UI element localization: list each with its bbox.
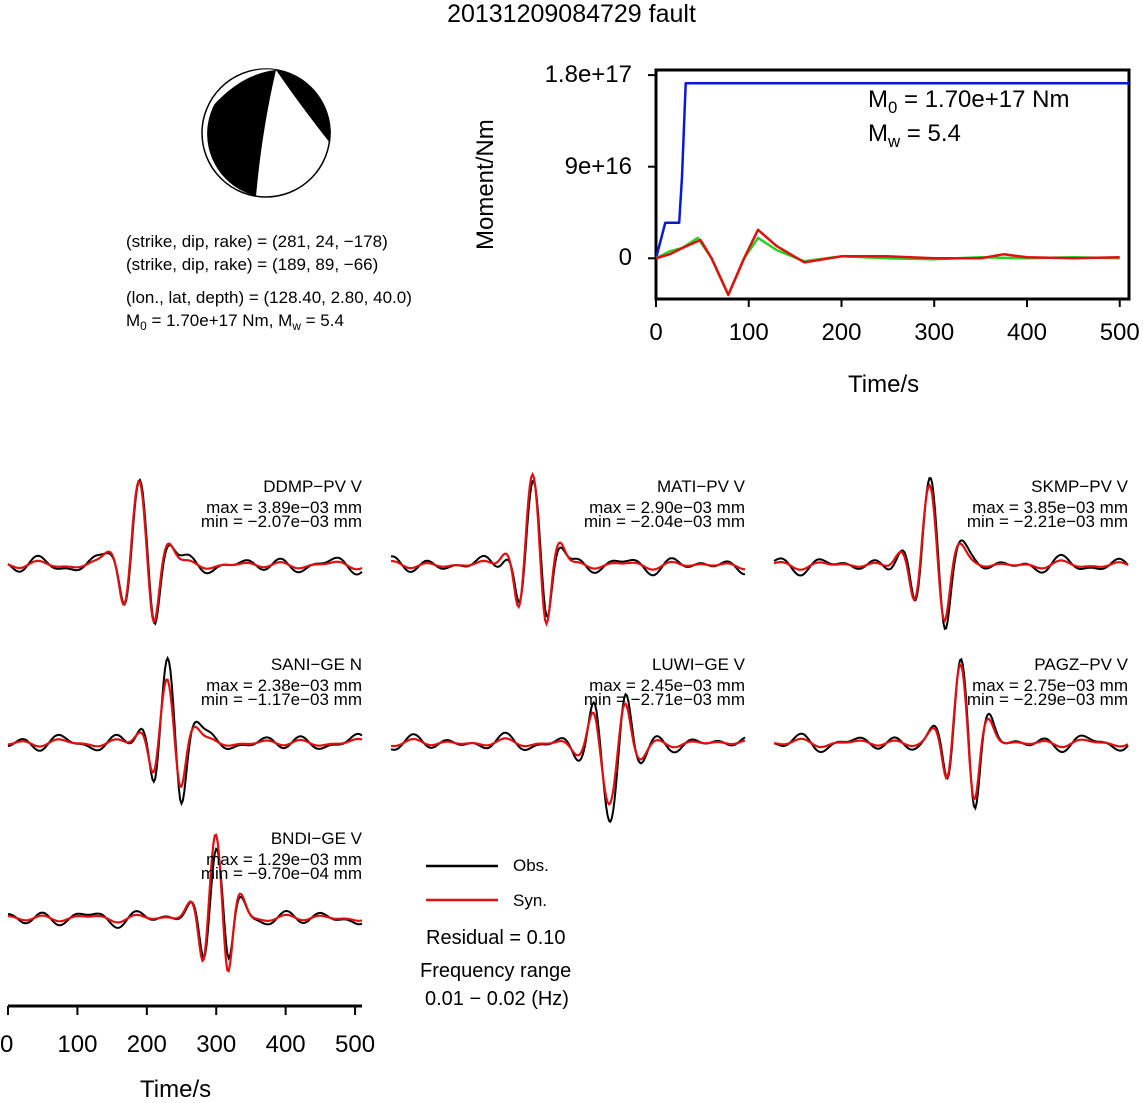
synthetic-trace (7, 479, 363, 625)
observed-trace (7, 655, 363, 807)
focal-mechanism-beachball (201, 68, 331, 198)
station-min: min = −2.04e−03 mm (583, 512, 745, 531)
legend-syn-label: Syn. (513, 891, 548, 910)
moment-ylabel: Moment/Nm (472, 119, 499, 250)
moment-xtick-label: 100 (728, 319, 769, 346)
moment-annotation-m0: M0 = 1.70e+17 Nm (868, 86, 1070, 117)
station-min: min = −2.71e−03 mm (583, 690, 745, 709)
station-min: min = −2.21e−03 mm (966, 512, 1128, 531)
beachball-white-sliver (206, 69, 276, 114)
moment-text: M0 = 1.70e+17 Nm (126, 311, 269, 334)
frequency-label: Frequency range (420, 960, 572, 982)
waveform-xtick-label: 300 (196, 1031, 237, 1058)
station-name: LUWI−GE V (651, 655, 745, 674)
beachball-compression-east (276, 70, 331, 143)
station-max: max = 2.38e−03 mm (206, 676, 362, 695)
station-name: DDMP−PV V (263, 477, 362, 496)
waveform-xtick-label: 400 (265, 1031, 306, 1058)
moment-ytick-label: 1.8e+17 (544, 61, 632, 89)
legend-obs-label: Obs. (513, 856, 549, 875)
nodal-plane-1: (strike, dip, rake) = (281, 24, −178) (126, 232, 388, 251)
moment-xlabel: Time/s (848, 371, 920, 398)
moment-xtick-label: 300 (914, 319, 955, 346)
station-max: max = 2.90e−03 mm (589, 498, 745, 517)
nodal-plane-2: (strike, dip, rake) = (189, 89, −66) (126, 255, 379, 274)
moment-annotation-mw: Mw = 5.4 (868, 120, 961, 151)
moment-xtick-label: 400 (1006, 319, 1047, 346)
moment-ytick-label: 9e+16 (564, 152, 632, 180)
moment-plot-frame (654, 68, 1131, 301)
station-min: min = −9.70e−04 mm (200, 864, 362, 883)
waveform-xtick-label: 0 (0, 1031, 14, 1058)
station-max: max = 2.45e−03 mm (589, 676, 745, 695)
waveform-xlabel: Time/s (140, 1076, 212, 1103)
moment-series-0 (654, 81, 1129, 259)
figure-title: 20131209084729 fault (447, 0, 696, 28)
synthetic-trace (773, 482, 1129, 624)
station-max: max = 3.89e−03 mm (206, 498, 362, 517)
station-name: PAGZ−PV V (1034, 655, 1128, 674)
separator-text: , (268, 311, 279, 330)
synthetic-trace (7, 833, 363, 973)
synthetic-trace (773, 662, 1129, 802)
station-name: SKMP−PV V (1031, 477, 1128, 496)
moment-xtick-label: 0 (649, 319, 663, 346)
moment-ytick-label: 0 (618, 244, 632, 272)
station-min: min = −2.07e−03 mm (200, 512, 362, 531)
station-name: MATI−PV V (656, 477, 745, 496)
synthetic-trace (7, 678, 363, 788)
moment-series-2 (655, 228, 1120, 297)
waveform-xtick-label: 100 (57, 1031, 98, 1058)
observed-trace (390, 692, 746, 824)
station-name: BNDI−GE V (270, 829, 362, 848)
waveform-xtick-label: 200 (126, 1031, 167, 1058)
moment-xtick-label: 500 (1099, 319, 1140, 346)
station-min: min = −1.17e−03 mm (200, 690, 362, 709)
station-max: max = 3.85e−03 mm (972, 498, 1128, 517)
synthetic-trace (390, 702, 746, 806)
waveform-xtick-label: 500 (335, 1031, 376, 1058)
location-depth: (lon., lat, depth) = (128.40, 2.80, 40.0… (126, 288, 412, 307)
moment-series-1 (655, 236, 1120, 297)
moment-plot (648, 68, 1131, 307)
frequency-value: 0.01 − 0.02 (Hz) (425, 988, 569, 1010)
magnitude-text: Mw = 5.4 (278, 311, 344, 334)
observed-trace (7, 478, 363, 626)
residual-text: Residual = 0.10 (426, 927, 566, 949)
moment-magnitude-line: M0 = 1.70e+17 Nm, Mw = 5.4 (126, 312, 344, 333)
station-max: max = 2.75e−03 mm (972, 676, 1128, 695)
station-min: min = −2.29e−03 mm (966, 690, 1128, 709)
station-name: SANI−GE N (270, 655, 362, 674)
moment-xtick-label: 200 (821, 319, 862, 346)
beachball-compression-west (207, 69, 276, 196)
station-max: max = 1.29e−03 mm (206, 850, 362, 869)
synthetic-trace (390, 471, 746, 627)
